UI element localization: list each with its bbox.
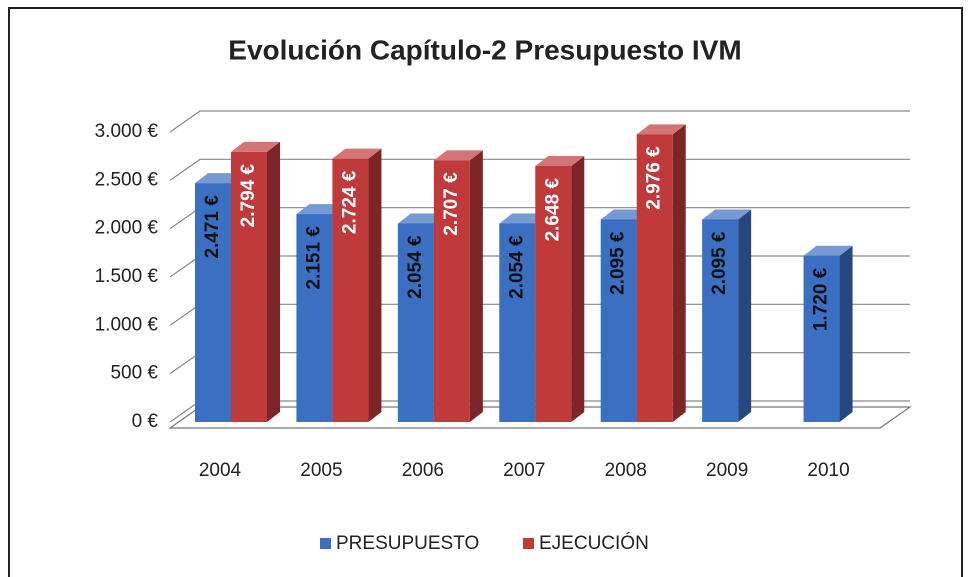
bar-side xyxy=(839,245,853,422)
y-tick-label: 0 € xyxy=(132,411,159,432)
x-tick-label: 2009 xyxy=(706,460,748,481)
value-label: 2.648 € xyxy=(542,178,563,242)
bar-front xyxy=(702,219,739,422)
legend-swatch xyxy=(320,538,331,549)
chart-frame xyxy=(8,7,963,577)
bar-front xyxy=(397,223,434,422)
grid-line xyxy=(169,110,910,133)
y-tick-label: 2.500 € xyxy=(95,169,159,190)
x-tick-label: 2008 xyxy=(605,460,647,481)
x-tick-label: 2006 xyxy=(402,460,444,481)
value-label: 2.054 € xyxy=(405,235,426,299)
bar: 1.720 € xyxy=(803,245,853,422)
y-tick-label: 3.000 € xyxy=(95,121,159,142)
y-tick-label: 500 € xyxy=(110,363,158,384)
x-tick-label: 2010 xyxy=(807,460,849,481)
value-label: 2.976 € xyxy=(644,146,665,210)
value-label: 2.707 € xyxy=(441,172,462,236)
bar-side xyxy=(469,150,483,422)
bar-side xyxy=(368,148,382,422)
bar-front xyxy=(231,151,267,422)
x-tick-label: 2005 xyxy=(300,460,342,481)
bar-top xyxy=(433,150,483,161)
bar-front xyxy=(332,158,369,422)
bar-front xyxy=(433,160,470,422)
bar: 2.707 € xyxy=(433,150,483,422)
bar-front xyxy=(499,223,536,422)
value-label: 2.794 € xyxy=(238,163,259,227)
bar-top xyxy=(636,124,686,135)
bar-front xyxy=(535,166,572,422)
x-tick-label: 2007 xyxy=(503,460,545,481)
bar: 2.095 € xyxy=(702,209,752,422)
value-label: 2.054 € xyxy=(506,235,527,299)
value-label: 1.720 € xyxy=(811,267,832,331)
legend-swatch xyxy=(523,538,534,549)
bar: 2.794 € xyxy=(231,141,280,422)
bar-side xyxy=(267,141,280,422)
x-tick-label: 2004 xyxy=(199,460,242,481)
bar-front xyxy=(803,255,840,422)
bar: 2.724 € xyxy=(332,148,382,422)
bar-top xyxy=(332,148,382,159)
value-label: 2.724 € xyxy=(339,170,360,234)
bar: 2.976 € xyxy=(636,124,686,422)
bar-side xyxy=(571,156,585,422)
chart-title: Evolución Capítulo-2 Presupuesto IVM xyxy=(228,34,741,65)
value-label: 2.095 € xyxy=(608,231,629,295)
bar-top xyxy=(231,141,280,152)
value-label: 2.151 € xyxy=(303,226,324,290)
bar-side xyxy=(738,209,752,422)
bar-front xyxy=(600,219,637,422)
bar-front xyxy=(195,183,231,422)
value-label: 2.471 € xyxy=(202,195,223,259)
y-tick-label: 1.500 € xyxy=(95,266,159,287)
y-tick-label: 2.000 € xyxy=(95,218,159,239)
bar-top xyxy=(535,156,585,167)
bar-side xyxy=(672,124,686,422)
legend-label: EJECUCIÓN xyxy=(539,532,649,554)
value-label: 2.095 € xyxy=(709,231,730,295)
bar-top xyxy=(702,209,752,220)
bar: 2.648 € xyxy=(535,156,585,422)
bar-top xyxy=(803,245,853,256)
bar-front xyxy=(296,214,333,422)
y-tick-label: 1.000 € xyxy=(95,314,159,335)
bar-front xyxy=(636,134,673,422)
legend-label: PRESUPUESTO xyxy=(336,533,479,554)
